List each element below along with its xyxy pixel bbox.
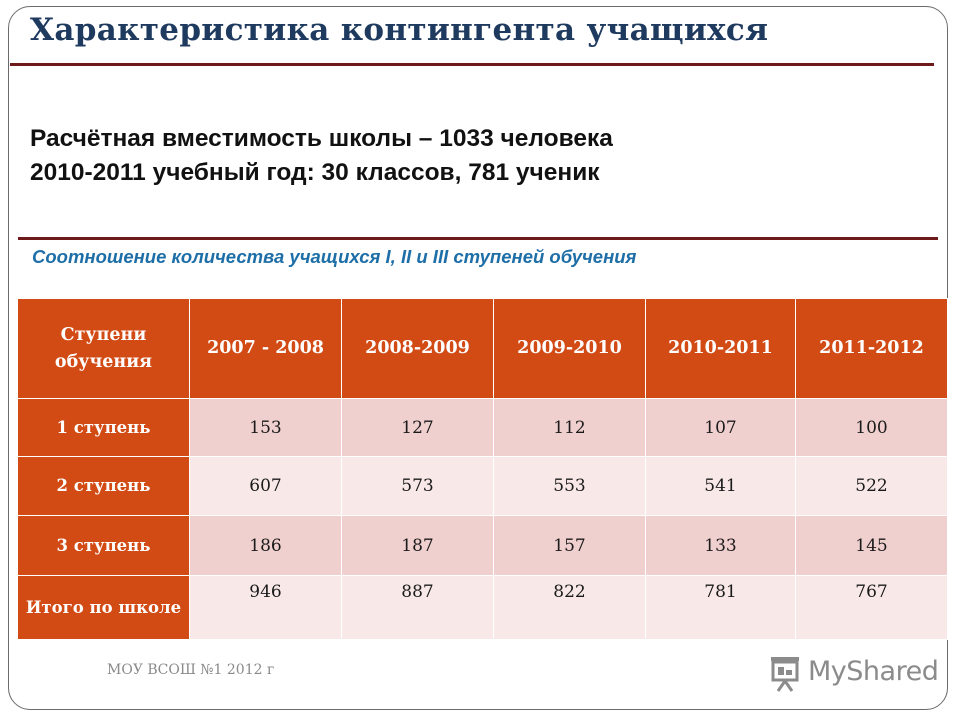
- table-cell: 133: [645, 515, 796, 576]
- table-cell: 186: [189, 515, 342, 576]
- row-label: 2 ступень: [17, 456, 190, 516]
- title-divider: [10, 63, 934, 66]
- school-info: Расчётная вместимость школы – 1033 челов…: [30, 122, 613, 190]
- header-year: 2011-2012: [795, 298, 948, 399]
- table-cell: 887: [341, 575, 494, 640]
- table-header-row: Ступени обучения 2007 - 2008 2008-2009 2…: [17, 298, 948, 399]
- year-summary-line: 2010-2011 учебный год: 30 классов, 781 у…: [30, 159, 600, 186]
- table-cell: 127: [341, 398, 494, 457]
- table-row: 3 ступень 186 187 157 133 145: [17, 515, 948, 576]
- capacity-line: Расчётная вместимость школы – 1033 челов…: [30, 125, 613, 152]
- logo-text: MyShared: [808, 656, 939, 687]
- table-cell: 522: [795, 456, 948, 516]
- table-cell: 573: [341, 456, 494, 516]
- projector-screen-icon: [771, 657, 799, 692]
- header-year: 2007 - 2008: [189, 298, 342, 399]
- table-row: 2 ступень 607 573 553 541 522: [17, 456, 948, 516]
- table-caption: Соотношение количества учащихся I, II и …: [32, 246, 637, 267]
- table-cell: 153: [189, 398, 342, 457]
- table-cell: 822: [493, 575, 646, 640]
- table-cell: 100: [795, 398, 948, 457]
- table-cell: 946: [189, 575, 342, 640]
- table-cell: 107: [645, 398, 796, 457]
- row-label: Итого по школе: [17, 575, 190, 640]
- table-cell: 553: [493, 456, 646, 516]
- table-cell: 157: [493, 515, 646, 576]
- table-cell: 767: [795, 575, 948, 640]
- table-cell: 781: [645, 575, 796, 640]
- table-row: Итого по школе 946 887 822 781 767: [17, 575, 948, 640]
- table-cell: 112: [493, 398, 646, 457]
- row-label: 1 ступень: [17, 398, 190, 457]
- myshared-logo: MyShared: [768, 652, 939, 696]
- header-year: 2009-2010: [493, 298, 646, 399]
- section-divider: [18, 237, 938, 240]
- slide-footer: МОУ ВСОШ №1 2012 г: [107, 662, 275, 678]
- table-row: 1 ступень 153 127 112 107 100: [17, 398, 948, 457]
- header-year: 2010-2011: [645, 298, 796, 399]
- header-levels: Ступени обучения: [17, 298, 190, 399]
- students-table: Ступени обучения 2007 - 2008 2008-2009 2…: [17, 298, 948, 640]
- row-label: 3 ступень: [17, 515, 190, 576]
- header-year: 2008-2009: [341, 298, 494, 399]
- table-cell: 187: [341, 515, 494, 576]
- slide-title: Характеристика контингента учащихся: [30, 12, 769, 48]
- table-cell: 541: [645, 456, 796, 516]
- table-cell: 145: [795, 515, 948, 576]
- table-cell: 607: [189, 456, 342, 516]
